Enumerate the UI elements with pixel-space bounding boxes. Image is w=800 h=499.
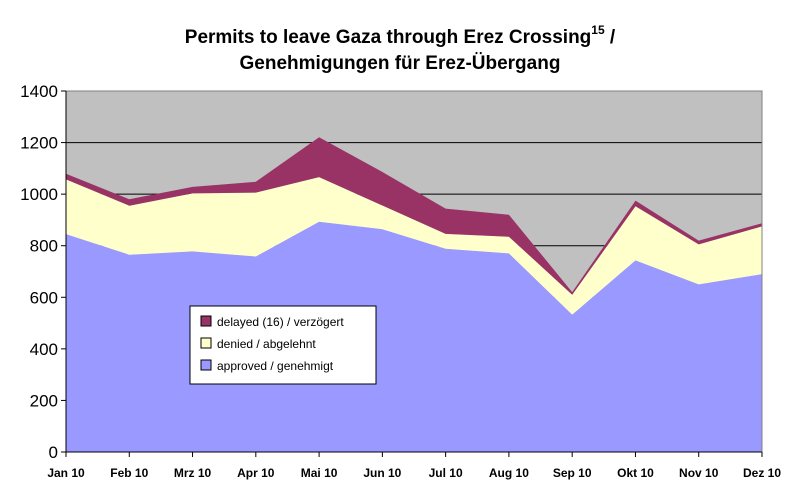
- chart-title-suffix: /: [605, 27, 616, 48]
- y-tick-label: 800: [30, 237, 58, 256]
- legend-swatch: [200, 337, 212, 349]
- area-approved: [66, 221, 762, 452]
- legend-label: delayed (16) / verzögert: [217, 315, 344, 329]
- x-tick-label: Jun 10: [363, 466, 401, 480]
- x-tick-label: Apr 10: [237, 466, 275, 480]
- area-denied: [66, 177, 762, 315]
- y-tick-label: 200: [30, 391, 58, 410]
- x-tick-label: Okt 10: [617, 466, 654, 480]
- y-axis: 0 200 400 600 800 1000 1200 1400: [20, 82, 67, 462]
- x-axis: Jan 10 Feb 10 Mrz 10 Apr 10 Mai 10 Jun 10 Jul …: [47, 451, 781, 480]
- legend-box: [189, 305, 377, 385]
- x-tick-label: Nov 10: [679, 466, 719, 480]
- y-tick-label: 1000: [20, 185, 58, 204]
- x-tick-label: Aug 10: [489, 466, 529, 480]
- area-delayed: [66, 137, 762, 295]
- x-tick-label: Dez 10: [743, 466, 781, 480]
- y-tick-label: 600: [30, 288, 58, 307]
- x-tick-label: Mai 10: [301, 466, 338, 480]
- legend: delayed (16) / verzögert denied / abgeleh…: [189, 305, 377, 385]
- y-tick-label: 1400: [20, 82, 58, 101]
- chart-title-line1: Permits to leave Gaza through Erez Cross…: [185, 23, 616, 48]
- x-tick-label: Sep 10: [553, 466, 592, 480]
- legend-swatch: [200, 359, 212, 371]
- x-tick-label: Jan 10: [47, 466, 85, 480]
- x-tick-label: Mrz 10: [174, 466, 212, 480]
- y-tick-label: 1200: [20, 134, 58, 153]
- chart-title-main: Permits to leave Gaza through Erez Cross…: [185, 27, 592, 48]
- chart-title-line2: Genehmigungen für Erez-Übergang: [240, 53, 561, 74]
- plot-area: [65, 90, 763, 453]
- x-tick-label: Feb 10: [110, 466, 148, 480]
- y-tick-label: 0: [49, 443, 58, 462]
- y-tick-label: 400: [30, 340, 58, 359]
- legend-label: denied / abgelehnt: [217, 337, 316, 351]
- legend-label: approved / genehmigt: [217, 359, 334, 373]
- x-tick-label: Jul 10: [429, 466, 463, 480]
- chart-title-superscript: 15: [591, 23, 605, 37]
- legend-swatch: [200, 315, 212, 327]
